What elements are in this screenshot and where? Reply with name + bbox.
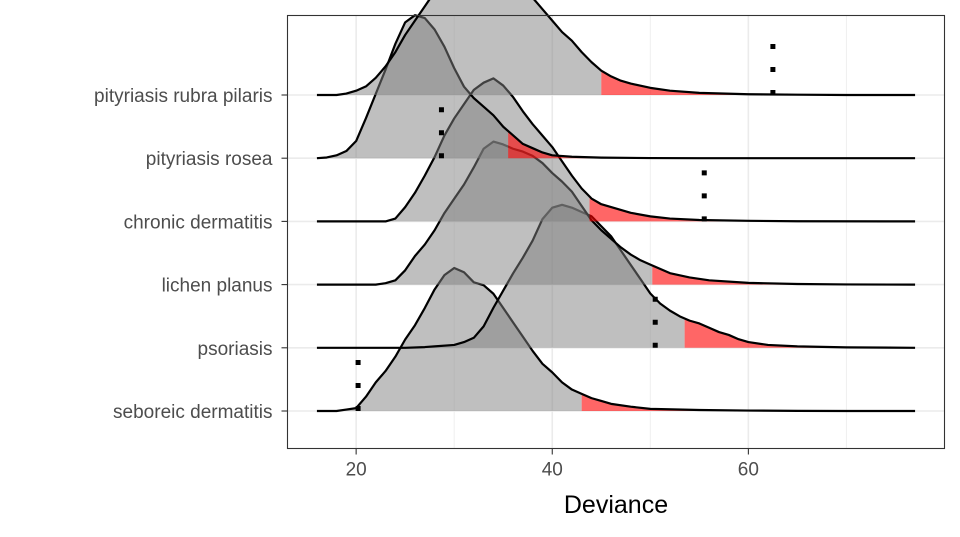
plot-panel-border [286,14,946,450]
y-tick-label: chronic dermatitis [124,212,273,233]
density-area-above-threshold [508,131,916,159]
observed-markers [355,42,776,411]
ridge-pityriasis-rubra-pilaris [316,0,916,97]
density-area-below-threshold [316,0,602,95]
density-outline [316,0,916,97]
x-tick-label: 40 [542,460,563,481]
density-ridges [316,0,916,413]
density-outline [316,77,916,223]
y-tick-label: pityriasis rubra pilaris [94,86,272,107]
density-area-above-threshold [601,70,916,95]
y-tick-label: pityriasis rosea [146,149,273,170]
x-tick-label: 20 [346,460,367,481]
y-axis: seboreic dermatitis psoriasis lichen planu… [94,86,288,423]
y-tick-label: psoriasis [198,339,273,360]
y-tick-label: seboreic dermatitis [113,402,272,423]
x-axis: 20 40 60 [346,448,759,481]
x-tick-label: 60 [738,460,759,481]
x-axis-title: Deviance [564,491,668,519]
density-area-above-threshold [589,196,916,222]
y-tick-label: lichen planus [162,276,273,297]
density-area-above-threshold [652,265,916,285]
density-area-above-threshold [581,393,916,411]
density-outline [316,203,916,349]
